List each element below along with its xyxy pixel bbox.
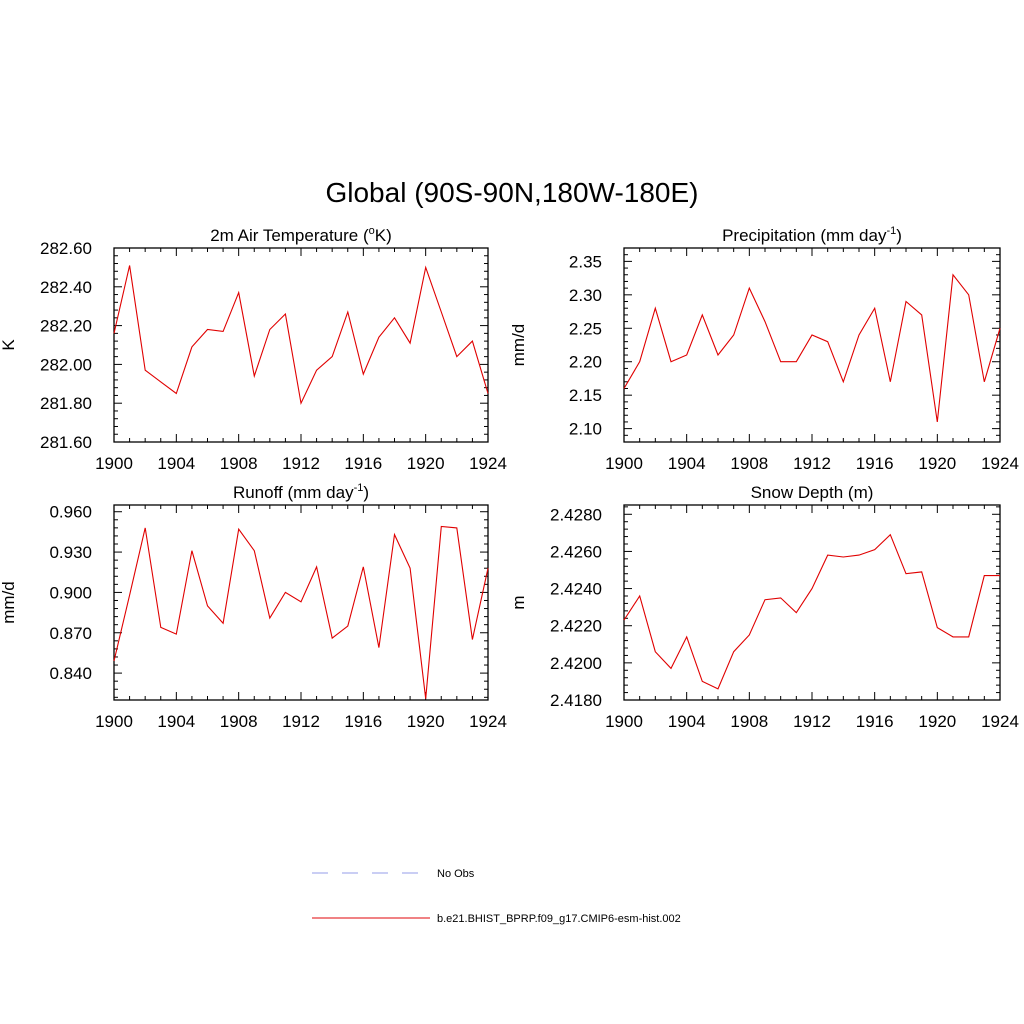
x-tick-label: 1900 [95, 454, 133, 473]
x-tick-label: 1920 [407, 454, 445, 473]
x-tick-label: 1900 [605, 454, 643, 473]
chart-title: Snow Depth (m) [751, 483, 874, 502]
chart-panel-3: Runoff (mm day-1) mm/d 1900 1904 1908 1912 191… [0, 482, 507, 731]
plot-frame [623, 247, 1001, 443]
x-tick-label: 1916 [344, 454, 382, 473]
x-tick-label: 1924 [469, 712, 507, 731]
y-tick-label: 2.35 [569, 252, 602, 271]
legend-label: No Obs [437, 868, 475, 880]
y-tick-label: 282.40 [40, 278, 92, 297]
chart-title-superscript: o [369, 225, 375, 237]
chart-title: Precipitation (mm day-1) [722, 225, 902, 245]
legend-entry-2: b.e21.BHIST_BPRP.f09_g17.CMIP6-esm-hist.… [312, 913, 681, 925]
x-tick-label: 1912 [282, 712, 320, 731]
y-tick-label: 281.60 [40, 433, 92, 452]
chart-title-main: 2m Air Temperature ( [210, 226, 369, 245]
x-tick-label: 1912 [793, 454, 831, 473]
x-tick-label: 1912 [282, 454, 320, 473]
chart-title-main: Runoff (mm day [233, 483, 354, 502]
chart-panel-2: Precipitation (mm day-1) mm/d 1900 1904 1908… [509, 225, 1019, 473]
y-tick-label: 2.4280 [550, 505, 602, 524]
chart-title-suffix: ) [896, 226, 902, 245]
legend: No Obs b.e21.BHIST_BPRP.f09_g17.CMIP6-esm… [312, 868, 681, 925]
y-tick-label: 2.4220 [550, 617, 602, 636]
y-tick-label: 282.00 [40, 355, 92, 374]
y-tick-label: 0.930 [49, 543, 92, 562]
x-tick-label: 1900 [605, 712, 643, 731]
y-axis-label: mm/d [509, 324, 528, 367]
plot-frame [623, 504, 1001, 701]
series-line [623, 273, 1001, 422]
y-tick-label: 2.30 [569, 286, 602, 305]
legend-label: b.e21.BHIST_BPRP.f09_g17.CMIP6-esm-hist.… [437, 913, 681, 925]
x-tick-label: 1924 [469, 454, 507, 473]
x-tick-label: 1912 [793, 712, 831, 731]
y-tick-label: 2.4200 [550, 654, 602, 673]
x-tick-label: 1920 [918, 454, 956, 473]
y-tick-label: 2.10 [569, 420, 602, 439]
y-tick-label: 2.15 [569, 386, 602, 405]
y-tick-label: 2.4240 [550, 580, 602, 599]
x-tick-label: 1908 [730, 712, 768, 731]
chart-panels: 2m Air Temperature (oK) K 1900 1904 1908 1912… [0, 225, 1019, 731]
y-tick-label: 282.20 [40, 317, 92, 336]
chart-title-suffix: K) [375, 226, 392, 245]
chart-title-main: Snow Depth (m) [751, 483, 874, 502]
x-tick-label: 1916 [856, 454, 894, 473]
x-tick-label: 1916 [344, 712, 382, 731]
plot-frame [113, 247, 489, 443]
chart-title: Runoff (mm day-1) [233, 482, 369, 502]
y-tick-label: 2.4180 [550, 691, 602, 710]
x-tick-label: 1904 [157, 454, 195, 473]
x-tick-label: 1924 [981, 712, 1019, 731]
y-axis-label: m [509, 595, 528, 609]
y-tick-label: 0.870 [49, 624, 92, 643]
y-axis-label: mm/d [0, 581, 18, 624]
series-line [113, 265, 489, 406]
y-tick-label: 281.80 [40, 394, 92, 413]
y-tick-label: 0.840 [49, 664, 92, 683]
y-tick-label: 2.4260 [550, 542, 602, 561]
y-axis-label: K [0, 339, 18, 351]
chart-panel-1: 2m Air Temperature (oK) K 1900 1904 1908 1912… [0, 225, 507, 473]
figure-title: Global (90S-90N,180W-180E) [325, 177, 698, 208]
chart-title-superscript: -1 [354, 482, 364, 494]
chart-panel-4: Snow Depth (m) m 1900 1904 1908 1912 1916 1920 1… [509, 483, 1019, 731]
series-line [113, 525, 489, 699]
y-tick-label: 2.25 [569, 319, 602, 338]
x-tick-label: 1904 [668, 454, 706, 473]
x-tick-label: 1920 [918, 712, 956, 731]
x-tick-label: 1908 [730, 454, 768, 473]
legend-entry-1: No Obs [312, 868, 475, 880]
x-tick-label: 1924 [981, 454, 1019, 473]
x-tick-label: 1908 [220, 454, 258, 473]
plot-frame [113, 504, 489, 701]
chart-title: 2m Air Temperature (oK) [210, 225, 392, 245]
chart-title-suffix: ) [363, 483, 369, 502]
x-tick-label: 1904 [157, 712, 195, 731]
chart-title-main: Precipitation (mm day [722, 226, 887, 245]
x-tick-label: 1908 [220, 712, 258, 731]
x-tick-label: 1900 [95, 712, 133, 731]
y-tick-label: 0.900 [49, 583, 92, 602]
y-tick-label: 2.20 [569, 353, 602, 372]
x-tick-label: 1916 [856, 712, 894, 731]
y-tick-label: 282.60 [40, 239, 92, 258]
x-tick-label: 1904 [668, 712, 706, 731]
chart-title-superscript: -1 [886, 225, 896, 237]
series-line [623, 533, 1000, 690]
y-tick-label: 0.960 [49, 503, 92, 522]
x-tick-label: 1920 [407, 712, 445, 731]
